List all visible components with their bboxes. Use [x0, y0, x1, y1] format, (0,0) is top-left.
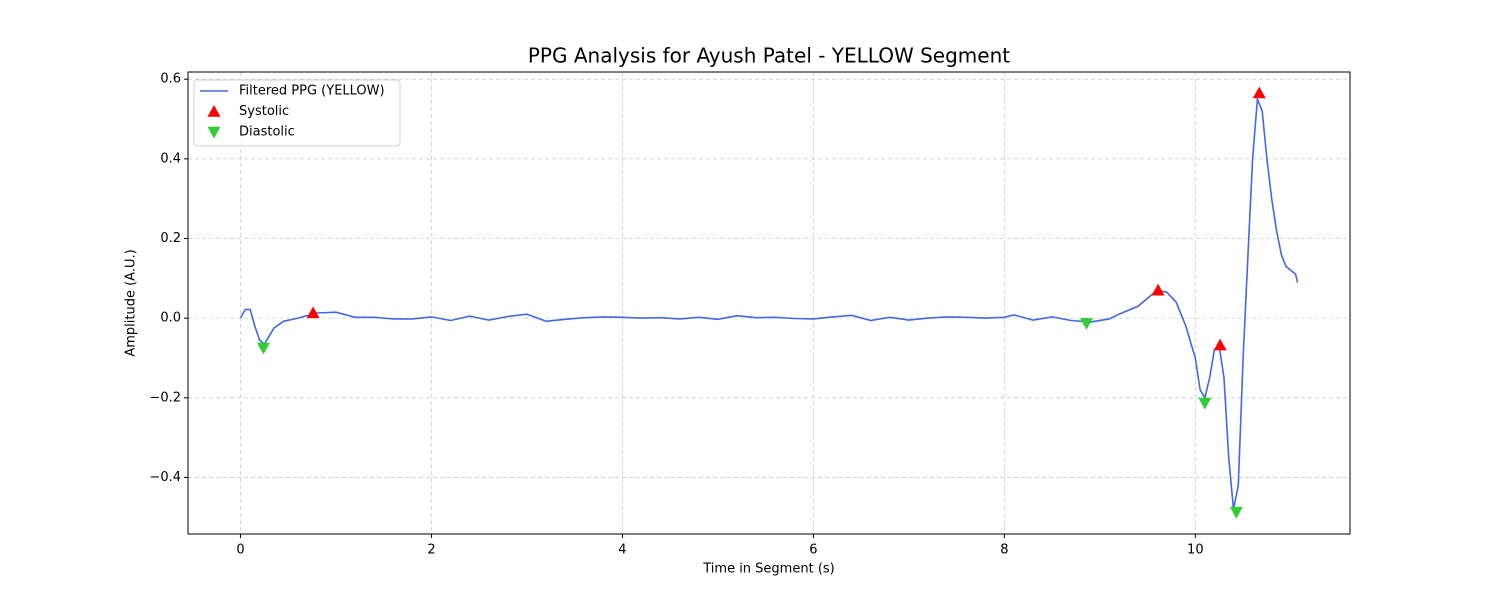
- x-tick-label: 6: [809, 543, 817, 558]
- legend-marker: [207, 105, 221, 117]
- x-tick-label: 10: [1187, 543, 1204, 558]
- x-tick-label: 0: [236, 543, 244, 558]
- plot-frame: [187, 71, 1351, 535]
- y-tick-label: 0.6: [160, 72, 181, 87]
- legend-marker: [207, 126, 221, 139]
- peak-marker: [1252, 86, 1266, 99]
- y-tick-label: −0.2: [149, 390, 181, 405]
- y-tick-label: −0.4: [149, 470, 181, 485]
- y-tick-label: 0.2: [160, 231, 181, 246]
- peak-marker: [1229, 506, 1243, 519]
- x-tick-label: 4: [618, 543, 626, 558]
- legend-box: [193, 79, 401, 147]
- y-axis-label: Amplitude (A.U.): [124, 249, 139, 356]
- ppg-line: [239, 98, 1299, 511]
- y-tick-label: 0.4: [160, 151, 181, 166]
- x-tick-label: 8: [1000, 543, 1008, 558]
- legend-label: Systolic: [239, 104, 289, 119]
- peak-marker: [256, 342, 270, 355]
- x-axis-label: Time in Segment (s): [702, 562, 834, 577]
- peak-marker: [1213, 338, 1227, 351]
- y-tick-label: 0.0: [160, 311, 181, 326]
- chart-title: PPG Analysis for Ayush Patel - YELLOW Se…: [528, 44, 1010, 68]
- peak-marker: [1151, 283, 1165, 296]
- legend-label: Diastolic: [239, 125, 295, 140]
- legend-label: Filtered PPG (YELLOW): [239, 84, 385, 99]
- peak-marker: [306, 306, 320, 319]
- legend: Filtered PPG (YELLOW) Systolic Diastolic: [193, 79, 401, 147]
- x-tick-label: 2: [427, 543, 435, 558]
- peak-marker: [1079, 318, 1093, 330]
- peak-marker: [1198, 397, 1212, 410]
